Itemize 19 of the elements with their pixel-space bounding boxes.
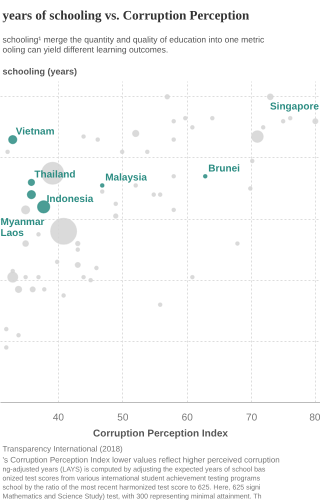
chart-title: years of schooling vs. Corruption Perception [2, 8, 250, 22]
annotation: Singapore [270, 101, 320, 112]
annotation: Thailand [34, 169, 76, 180]
annotation: Vietnam [16, 126, 55, 138]
x-tick-label: 40 [52, 412, 64, 424]
chart-subtitle: schooling¹ merge the quantity and quality of education into one metric ooling can yield different learning outcomes. [2, 34, 266, 54]
annotation: Malaysia [105, 172, 148, 184]
x-tick-label: 70 [246, 412, 258, 424]
x-tick-label: 50 [117, 412, 129, 424]
text: 's Corruption Perception Index lower values reflect higher perceived corruption [2, 456, 280, 464]
text: Transparency International (2018) [2, 444, 124, 454]
annotation: Myanmar [0, 217, 45, 228]
y-axis-title: schooling (years) [2, 66, 78, 76]
x-axis-title: Corruption Perception Index [92, 428, 228, 440]
annotation: Laos [0, 228, 24, 240]
x-tick-label: 80 [309, 412, 320, 424]
x-tick-label: 60 [182, 412, 194, 424]
annotation: Brunei [208, 163, 240, 174]
annotation: Indonesia [46, 194, 94, 205]
